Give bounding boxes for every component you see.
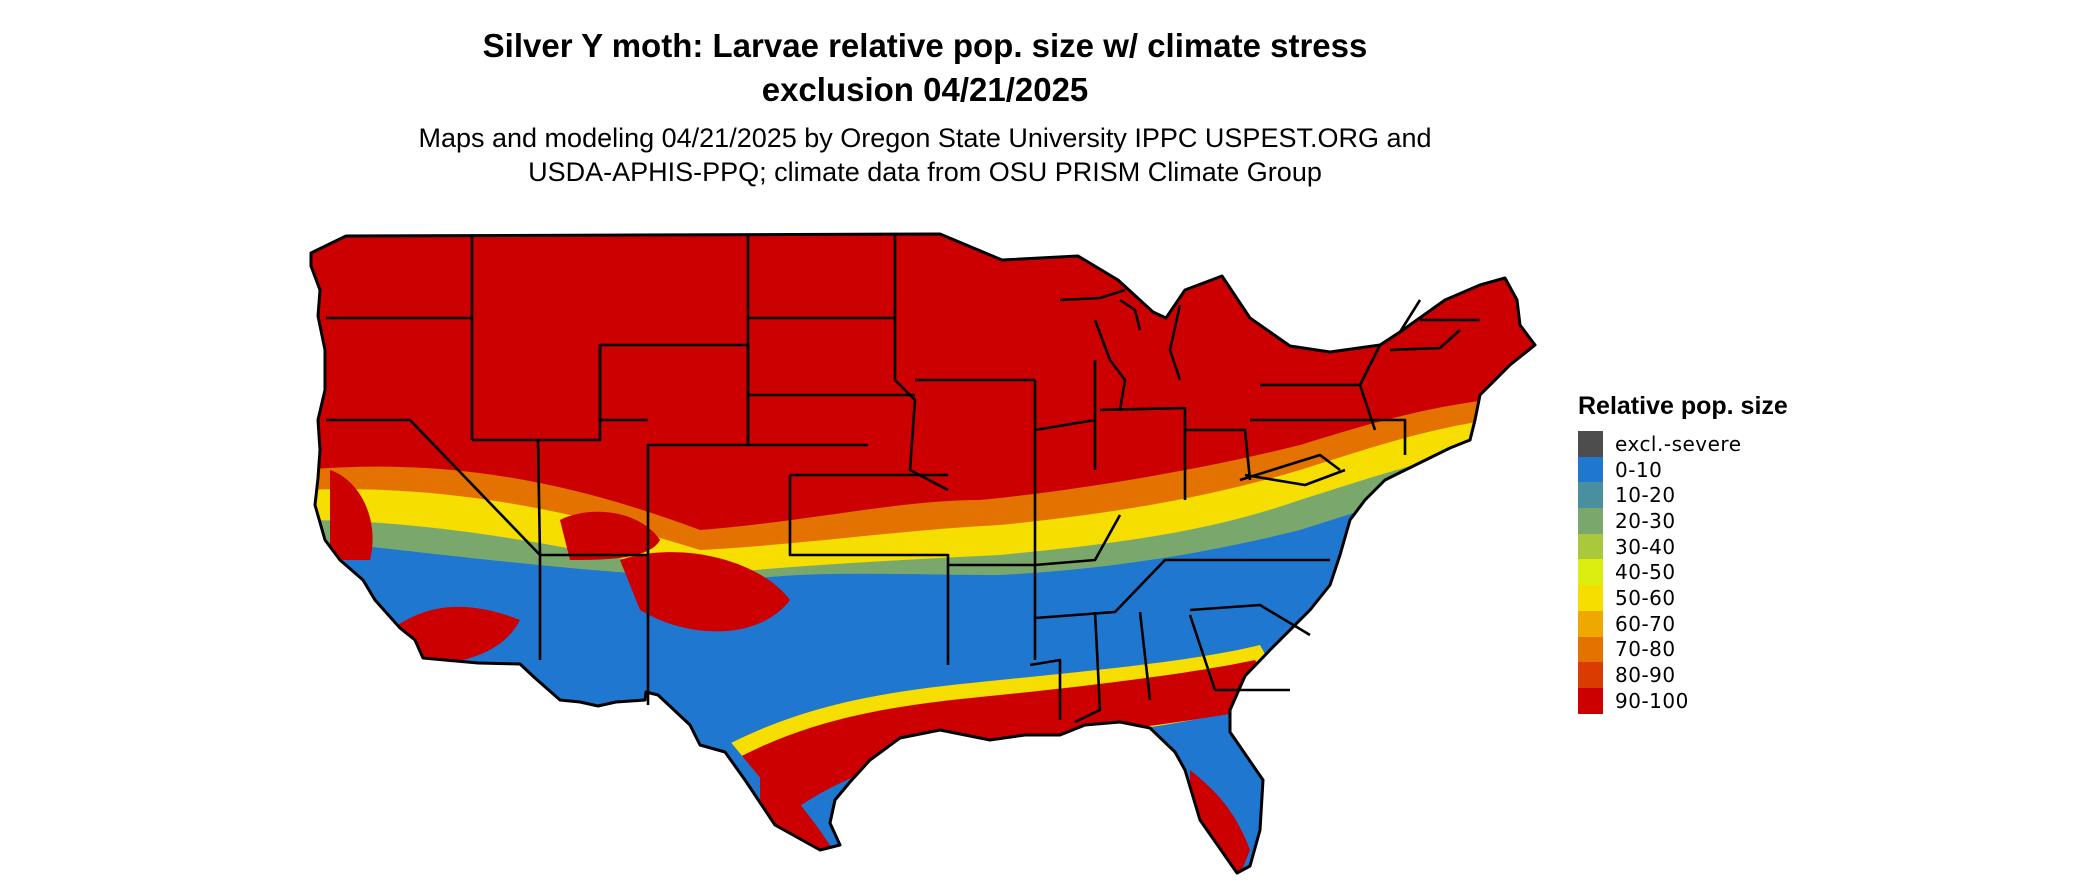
legend: Relative pop. size excl.-severe 0-10 10-20… [1578, 392, 1788, 714]
legend-swatch [1578, 687, 1603, 714]
legend-items: excl.-severe 0-10 10-20 20-30 30-40 40-50 50-6… [1578, 431, 1788, 714]
state-boundaries [326, 234, 1480, 724]
legend-swatch [1578, 533, 1603, 560]
legend-swatch [1578, 482, 1603, 509]
legend-item: 20-30 [1578, 508, 1788, 534]
legend-label: 40-50 [1615, 560, 1676, 585]
legend-swatch [1578, 508, 1603, 534]
map-subtitle: Maps and modeling 04/21/2025 by Oregon S… [0, 121, 1850, 189]
legend-label: excl.-severe [1615, 431, 1742, 456]
legend-item: 0-10 [1578, 456, 1788, 483]
legend-label: 80-90 [1615, 663, 1676, 688]
map-title-line-1: Silver Y moth: Larvae relative pop. size… [482, 27, 1368, 64]
map-zone-florida-hot [1190, 770, 1250, 873]
legend-item: 40-50 [1578, 559, 1788, 586]
legend-title: Relative pop. size [1578, 392, 1788, 420]
map-zone-mountain-hot-2 [620, 552, 790, 632]
legend-item: 90-100 [1578, 687, 1788, 714]
legend-item: excl.-severe [1578, 431, 1788, 457]
legend-swatch [1578, 456, 1603, 483]
legend-label: 0-10 [1615, 457, 1663, 482]
map-zone-mountain-hot [560, 511, 660, 560]
map-zone-sierra-hot [330, 470, 373, 560]
legend-item: 10-20 [1578, 482, 1788, 509]
legend-swatch [1578, 636, 1603, 663]
country-outline [309, 232, 1537, 875]
legend-label: 10-20 [1615, 483, 1676, 508]
legend-swatch [1578, 610, 1603, 637]
legend-swatch [1578, 431, 1603, 457]
legend-item: 30-40 [1578, 533, 1788, 560]
map-title-line-2: exclusion 04/21/2025 [761, 71, 1089, 108]
legend-swatch [1578, 559, 1603, 586]
legend-swatch [1578, 662, 1603, 688]
legend-item: 60-70 [1578, 610, 1788, 637]
map-subtitle-line-2: USDA-APHIS-PPQ; climate data from OSU PR… [528, 157, 1322, 187]
legend-item: 80-90 [1578, 662, 1788, 688]
legend-item: 50-60 [1578, 585, 1788, 611]
map-zone-south-hot [700, 660, 1280, 830]
legend-label: 90-100 [1615, 688, 1689, 713]
legend-label: 30-40 [1615, 534, 1676, 559]
legend-label: 70-80 [1615, 637, 1676, 662]
legend-item: 70-80 [1578, 636, 1788, 663]
map-subtitle-line-1: Maps and modeling 04/21/2025 by Oregon S… [418, 123, 1432, 153]
legend-label: 20-30 [1615, 508, 1676, 533]
map-title: Silver Y moth: Larvae relative pop. size… [0, 24, 1850, 112]
legend-swatch [1578, 585, 1603, 611]
legend-label: 60-70 [1615, 611, 1676, 636]
legend-label: 50-60 [1615, 585, 1676, 610]
